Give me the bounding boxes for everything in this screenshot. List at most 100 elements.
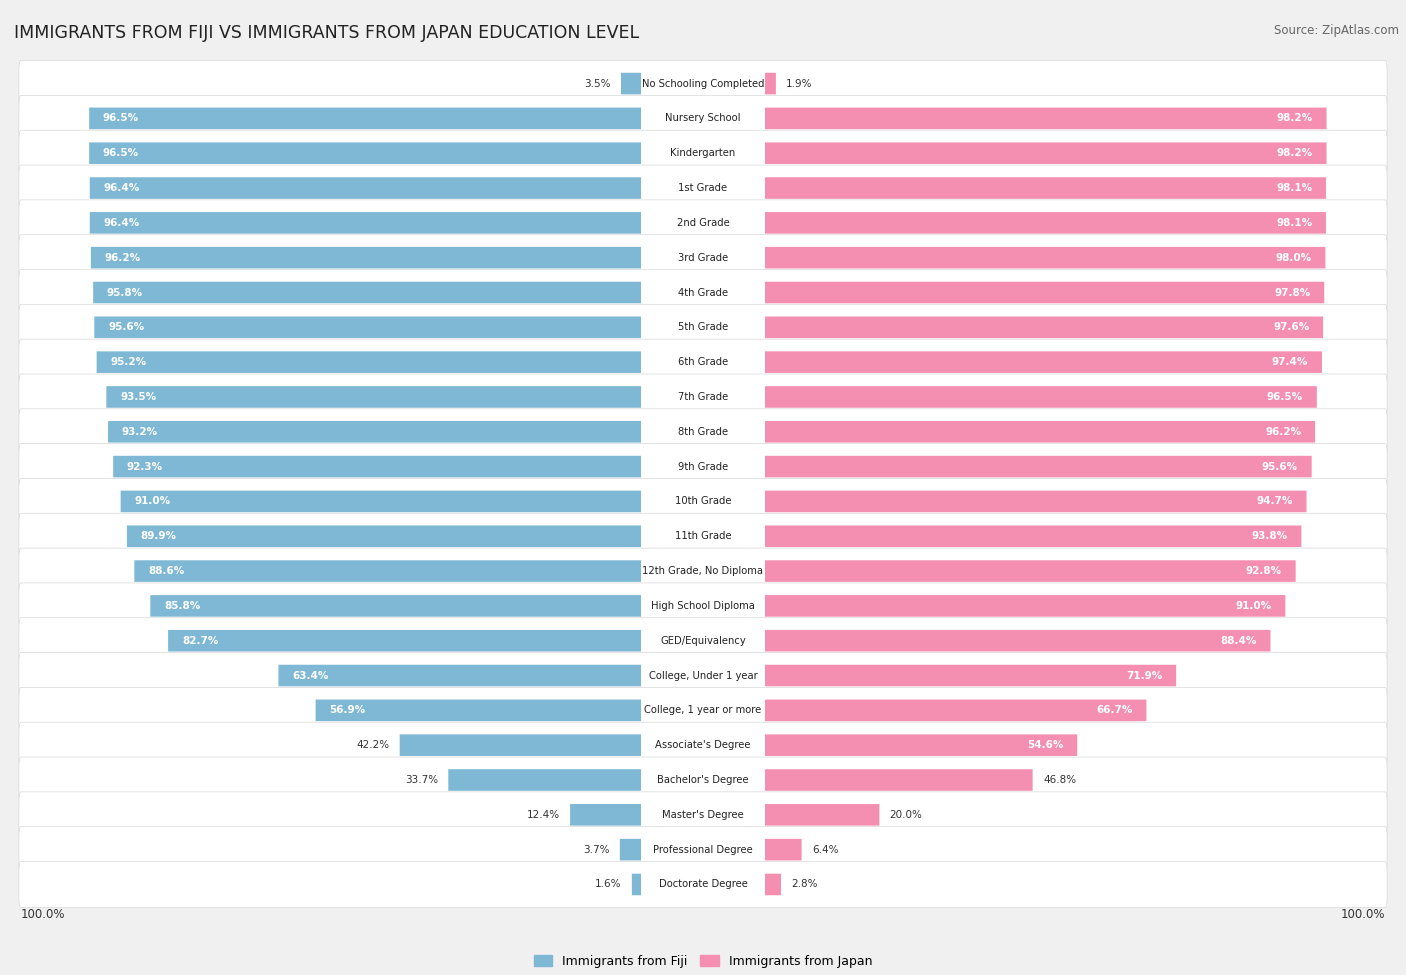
FancyBboxPatch shape (150, 595, 641, 616)
Text: 12.4%: 12.4% (527, 810, 560, 820)
Text: High School Diploma: High School Diploma (651, 601, 755, 611)
Text: 89.9%: 89.9% (141, 531, 177, 541)
Legend: Immigrants from Fiji, Immigrants from Japan: Immigrants from Fiji, Immigrants from Ja… (529, 950, 877, 973)
Text: Bachelor's Degree: Bachelor's Degree (657, 775, 749, 785)
FancyBboxPatch shape (765, 351, 1322, 372)
FancyBboxPatch shape (108, 421, 641, 443)
Text: 3.7%: 3.7% (583, 844, 610, 855)
FancyBboxPatch shape (97, 351, 641, 372)
Text: 63.4%: 63.4% (292, 671, 329, 681)
Text: 95.6%: 95.6% (108, 323, 145, 332)
FancyBboxPatch shape (765, 734, 1077, 756)
Text: 88.4%: 88.4% (1220, 636, 1257, 645)
Text: 5th Grade: 5th Grade (678, 323, 728, 332)
Text: 91.0%: 91.0% (1236, 601, 1271, 611)
FancyBboxPatch shape (765, 490, 1306, 512)
Text: 95.6%: 95.6% (1261, 461, 1298, 472)
Text: 2nd Grade: 2nd Grade (676, 217, 730, 228)
FancyBboxPatch shape (18, 792, 1388, 838)
Text: 88.6%: 88.6% (148, 566, 184, 576)
Text: 98.1%: 98.1% (1277, 183, 1312, 193)
FancyBboxPatch shape (18, 513, 1388, 560)
Text: 96.2%: 96.2% (104, 253, 141, 262)
FancyBboxPatch shape (765, 247, 1326, 268)
Text: 3.5%: 3.5% (583, 79, 610, 89)
FancyBboxPatch shape (94, 317, 641, 338)
FancyBboxPatch shape (765, 769, 1032, 791)
FancyBboxPatch shape (18, 583, 1388, 629)
FancyBboxPatch shape (765, 73, 776, 95)
FancyBboxPatch shape (90, 177, 641, 199)
Text: 7th Grade: 7th Grade (678, 392, 728, 402)
Text: 96.5%: 96.5% (103, 113, 139, 124)
FancyBboxPatch shape (18, 131, 1388, 176)
Text: 3rd Grade: 3rd Grade (678, 253, 728, 262)
FancyBboxPatch shape (765, 804, 879, 826)
FancyBboxPatch shape (765, 142, 1326, 164)
Text: 82.7%: 82.7% (181, 636, 218, 645)
FancyBboxPatch shape (765, 282, 1324, 303)
Text: Kindergarten: Kindergarten (671, 148, 735, 158)
Text: 94.7%: 94.7% (1257, 496, 1292, 506)
Text: 93.2%: 93.2% (122, 427, 157, 437)
Text: 42.2%: 42.2% (356, 740, 389, 750)
FancyBboxPatch shape (18, 479, 1388, 525)
Text: Master's Degree: Master's Degree (662, 810, 744, 820)
FancyBboxPatch shape (18, 235, 1388, 281)
FancyBboxPatch shape (399, 734, 641, 756)
Text: 6.4%: 6.4% (811, 844, 838, 855)
FancyBboxPatch shape (449, 769, 641, 791)
FancyBboxPatch shape (765, 630, 1271, 651)
FancyBboxPatch shape (18, 339, 1388, 385)
FancyBboxPatch shape (18, 374, 1388, 420)
Text: 98.1%: 98.1% (1277, 217, 1312, 228)
FancyBboxPatch shape (18, 722, 1388, 768)
FancyBboxPatch shape (127, 526, 641, 547)
Text: 92.3%: 92.3% (127, 461, 163, 472)
Text: 54.6%: 54.6% (1026, 740, 1063, 750)
FancyBboxPatch shape (114, 456, 641, 478)
FancyBboxPatch shape (18, 200, 1388, 246)
Text: 95.2%: 95.2% (111, 357, 146, 368)
Text: 33.7%: 33.7% (405, 775, 437, 785)
FancyBboxPatch shape (278, 665, 641, 686)
Text: 97.8%: 97.8% (1274, 288, 1310, 297)
Text: Professional Degree: Professional Degree (654, 844, 752, 855)
Text: 2.8%: 2.8% (792, 879, 818, 889)
FancyBboxPatch shape (765, 665, 1177, 686)
Text: 93.5%: 93.5% (120, 392, 156, 402)
Text: 98.2%: 98.2% (1277, 113, 1313, 124)
Text: College, Under 1 year: College, Under 1 year (648, 671, 758, 681)
FancyBboxPatch shape (621, 73, 641, 95)
Text: 98.0%: 98.0% (1275, 253, 1312, 262)
Text: 71.9%: 71.9% (1126, 671, 1163, 681)
Text: 1.6%: 1.6% (595, 879, 621, 889)
FancyBboxPatch shape (90, 212, 641, 234)
FancyBboxPatch shape (18, 618, 1388, 664)
Text: 9th Grade: 9th Grade (678, 461, 728, 472)
FancyBboxPatch shape (18, 862, 1388, 908)
Text: 92.8%: 92.8% (1246, 566, 1282, 576)
Text: 4th Grade: 4th Grade (678, 288, 728, 297)
FancyBboxPatch shape (18, 165, 1388, 211)
FancyBboxPatch shape (18, 269, 1388, 316)
Text: 96.5%: 96.5% (1267, 392, 1303, 402)
Text: Doctorate Degree: Doctorate Degree (658, 879, 748, 889)
FancyBboxPatch shape (765, 456, 1312, 478)
FancyBboxPatch shape (631, 874, 641, 895)
FancyBboxPatch shape (18, 96, 1388, 141)
FancyBboxPatch shape (765, 874, 780, 895)
FancyBboxPatch shape (765, 107, 1326, 129)
FancyBboxPatch shape (765, 177, 1326, 199)
Text: 46.8%: 46.8% (1043, 775, 1076, 785)
FancyBboxPatch shape (18, 687, 1388, 733)
FancyBboxPatch shape (121, 490, 641, 512)
FancyBboxPatch shape (765, 317, 1323, 338)
FancyBboxPatch shape (18, 652, 1388, 698)
Text: 66.7%: 66.7% (1097, 705, 1133, 716)
FancyBboxPatch shape (18, 60, 1388, 106)
FancyBboxPatch shape (765, 526, 1302, 547)
Text: 96.4%: 96.4% (104, 183, 139, 193)
FancyBboxPatch shape (765, 699, 1146, 722)
Text: 100.0%: 100.0% (21, 908, 66, 920)
